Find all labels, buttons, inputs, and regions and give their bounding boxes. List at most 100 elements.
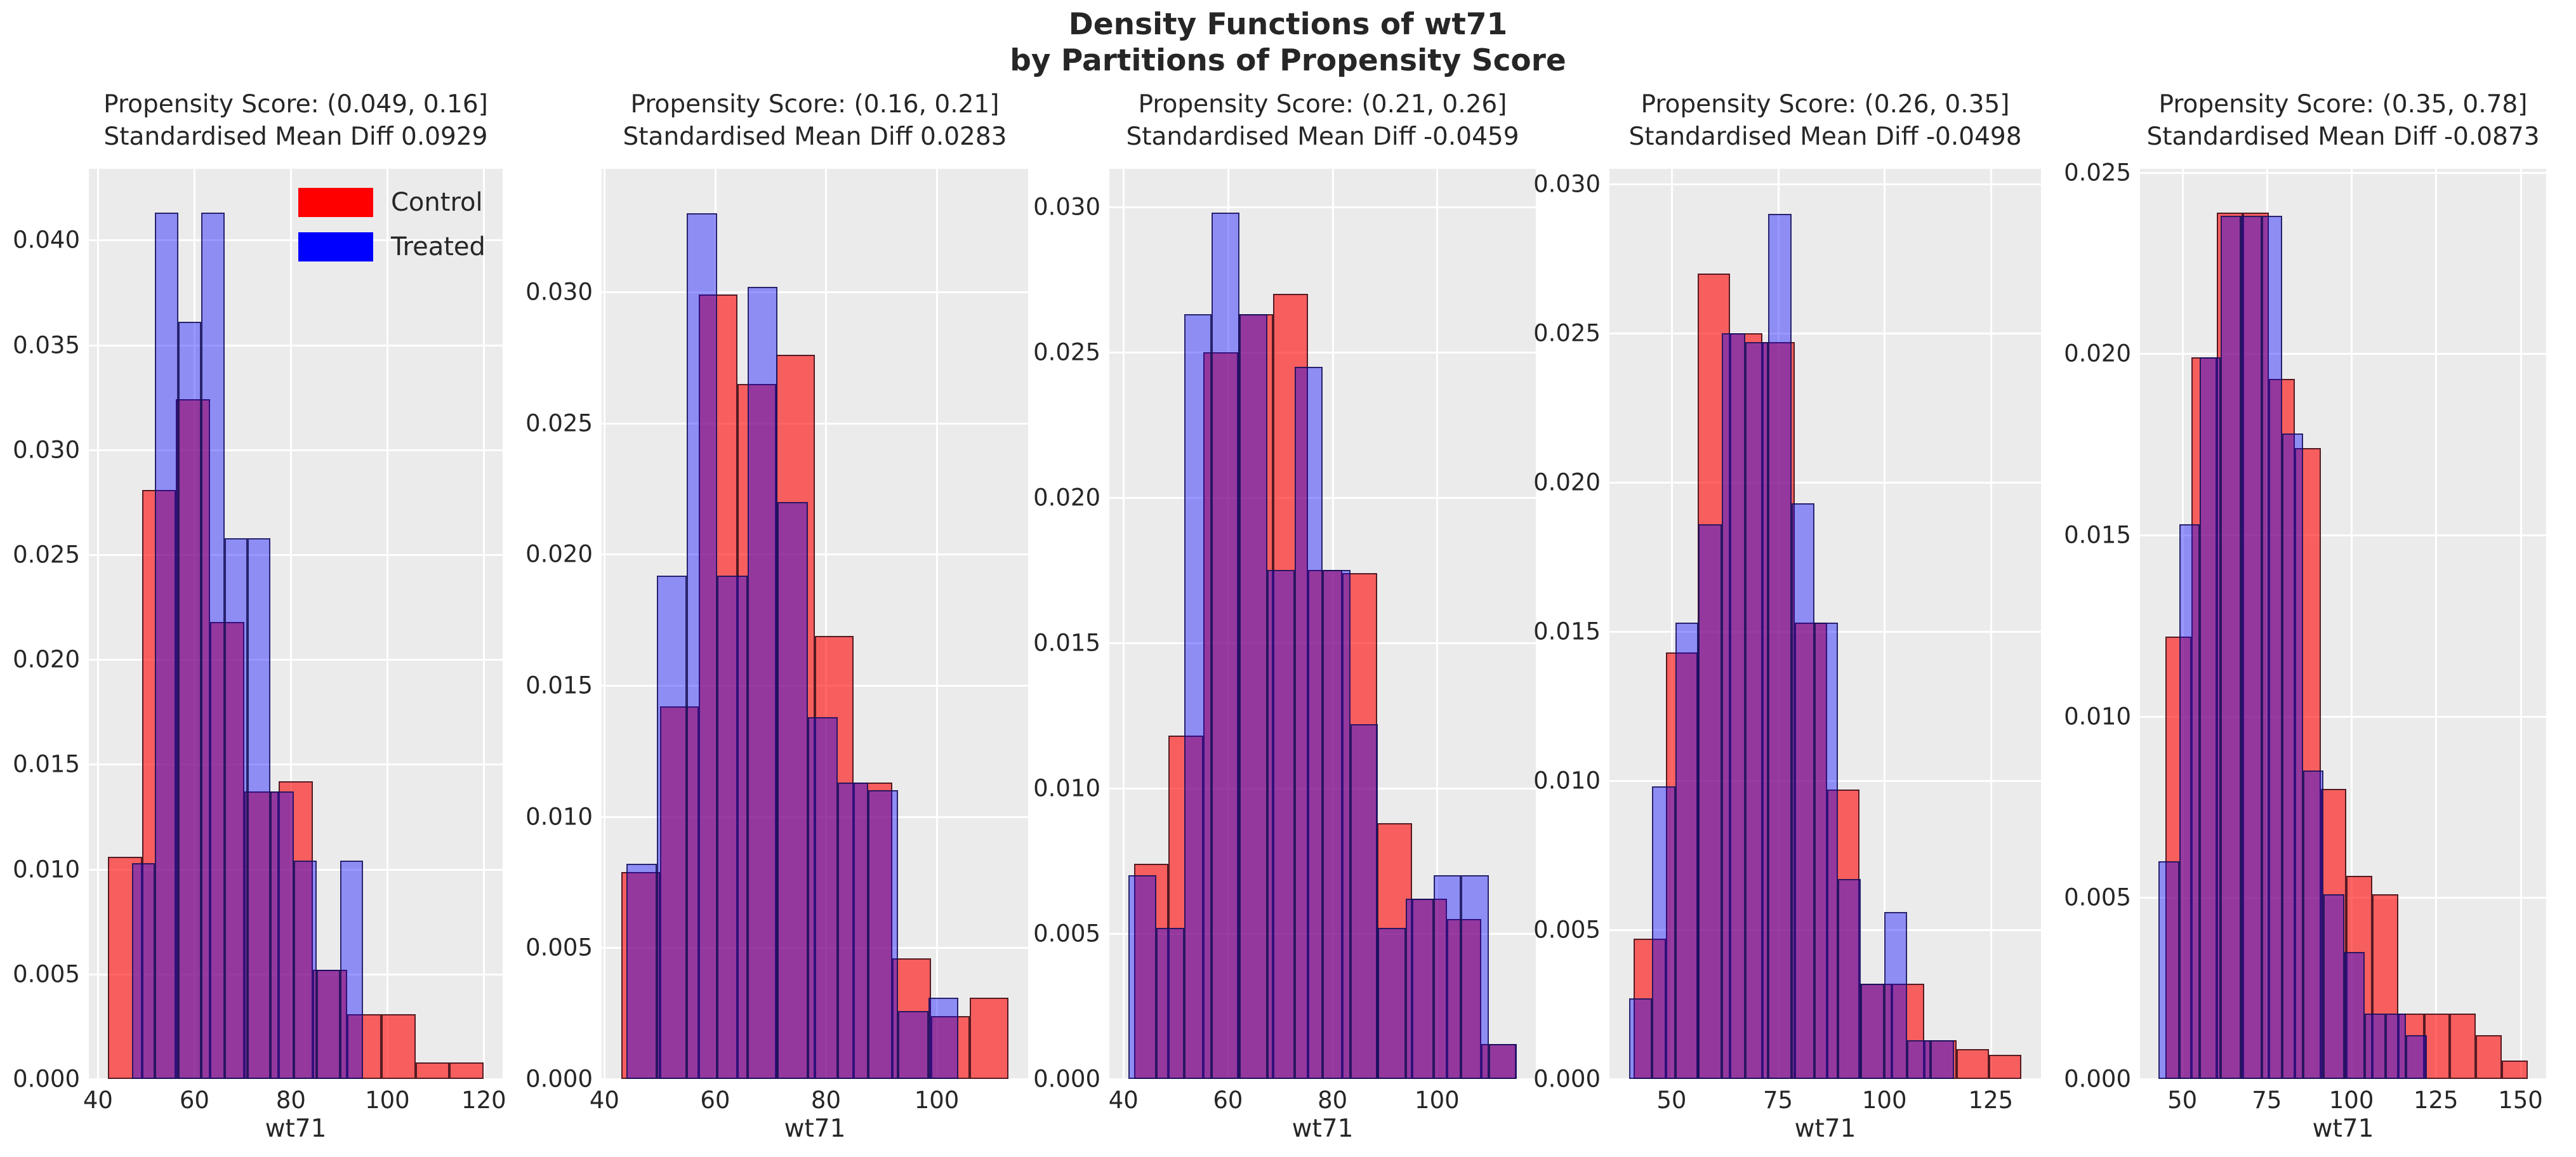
histogram-bar-treated [1461,875,1489,1079]
histogram-bar-treated [928,997,959,1079]
x-tick-label: 100 [365,1087,410,1114]
histogram-bar-control [1133,863,1169,1079]
gridline-horizontal [602,422,1028,425]
y-tick-label: 0.025 [1533,319,1601,347]
histogram-bar-control [1168,736,1204,1079]
histogram-bar-treated [1405,898,1434,1079]
histogram-bar-treated [1239,314,1267,1079]
gridline-horizontal [2140,534,2546,537]
histogram-bar-treated [1837,879,1861,1079]
x-tick-label: 50 [2167,1087,2198,1114]
histogram-bar-control [931,1015,970,1079]
gridline-vertical [1436,169,1439,1079]
histogram-bar-control [279,781,313,1079]
subplot-title-line1: Propensity Score: (0.16, 0.21] [630,90,1000,119]
y-tick-label: 0.005 [525,934,593,962]
y-tick-label: 0.020 [2064,340,2131,367]
legend-item: Treated [298,232,485,261]
x-axis-label: wt71 [784,1114,846,1143]
histogram-bar-control [1795,622,1828,1079]
subplot-title: Propensity Score: (0.35, 0.78] Standardis… [2146,89,2539,153]
gridline-horizontal [89,239,503,242]
x-tick-label: 60 [179,1087,209,1114]
gridline-horizontal [602,553,1028,556]
y-tick-label: 0.020 [1533,468,1601,496]
subplot-title: Propensity Score: (0.16, 0.21] Standardis… [623,89,1007,153]
histogram-bar-treated [2344,952,2365,1079]
plot-area: Control Treated [89,169,503,1080]
histogram-bar-treated [1722,333,1745,1079]
histogram-bar-treated [224,538,248,1079]
y-tick-label: 0.000 [2064,1065,2131,1093]
histogram-bar-control [210,621,245,1079]
histogram-bar-treated [2385,1014,2407,1079]
y-tick-label: 0.015 [2064,521,2131,549]
gridline-vertical [2435,169,2438,1079]
histogram-bar-treated [1378,927,1406,1079]
y-tick-label: 0.030 [1033,193,1100,221]
gridline-horizontal [602,1078,1028,1080]
histogram-bar-treated [2323,894,2344,1079]
histogram-bar-treated [1350,724,1378,1079]
histogram-bar-treated [293,861,317,1079]
x-tick-label: 125 [1968,1087,2014,1114]
gridline-horizontal [1609,481,2041,484]
y-tick-label: 0.010 [525,803,593,831]
y-tick-label: 0.010 [13,856,80,883]
gridline-horizontal [2140,171,2546,174]
plot-area [602,169,1028,1080]
histogram-bar-treated [1184,314,1212,1079]
y-tick-label: 0.000 [1533,1065,1601,1093]
histogram-bar-treated [1323,570,1351,1079]
y-tick-label: 0.010 [1033,774,1100,802]
gridline-horizontal [1109,1078,1536,1080]
subplot-title-line2: Standardised Mean Diff -0.0498 [1628,122,2022,151]
histogram-bar-treated [2158,861,2179,1079]
histogram-bar-treated [2302,770,2324,1079]
gridline-horizontal [89,344,503,347]
x-tick-label: 150 [2498,1087,2543,1114]
x-tick-label: 80 [1318,1087,1348,1114]
histogram-bar-control [2476,1035,2502,1079]
histogram-bar-treated [1628,998,1653,1079]
gridline-horizontal [1609,183,2041,185]
histogram-bar-control [1446,919,1482,1079]
gridline-vertical [936,169,938,1079]
histogram-bar-control [2424,1014,2450,1079]
legend-swatch-control [298,188,373,217]
histogram-bar-treated [155,213,178,1079]
histogram-bar-control [107,856,142,1079]
gridline-horizontal [1609,332,2041,334]
gridline-horizontal [2140,353,2546,355]
histogram-bar-treated [1267,570,1295,1079]
gridline-vertical [483,169,485,1079]
x-axis-label: wt71 [265,1114,327,1143]
subplot-title-line1: Propensity Score: (0.26, 0.35] [1641,90,2010,119]
y-tick-label: 0.005 [2064,883,2131,911]
y-tick-label: 0.025 [1033,338,1100,366]
histogram-bar-control [381,1014,416,1079]
histogram-bar-control [2501,1061,2528,1079]
gridline-horizontal [1609,1078,2041,1080]
histogram-bar-control [176,399,211,1079]
histogram-bar-control [1307,570,1343,1079]
x-tick-label: 60 [700,1087,730,1114]
gridline-horizontal [1109,351,1536,354]
gridline-vertical [290,169,293,1079]
subplot-title-line1: Propensity Score: (0.21, 0.26] [1138,90,1507,119]
histogram-bar-treated [1156,927,1184,1079]
y-tick-label: 0.015 [13,750,80,778]
gridline-vertical [2351,169,2353,1079]
y-tick-label: 0.020 [525,540,593,568]
subplot-title-line2: Standardised Mean Diff 0.0929 [103,122,488,151]
histogram-bar-control [2450,1014,2476,1079]
x-axis-label: wt71 [1291,1114,1354,1143]
histogram-bar-control [1633,939,1666,1079]
histogram-bar-treated [717,575,748,1079]
histogram-bar-treated [131,863,155,1079]
subplot-title-line1: Propensity Score: (0.049, 0.16] [103,90,488,119]
histogram-bar-control [854,783,893,1079]
gridline-horizontal [89,449,503,451]
histogram-bar-control [1272,294,1308,1079]
x-tick-label: 40 [83,1087,113,1114]
